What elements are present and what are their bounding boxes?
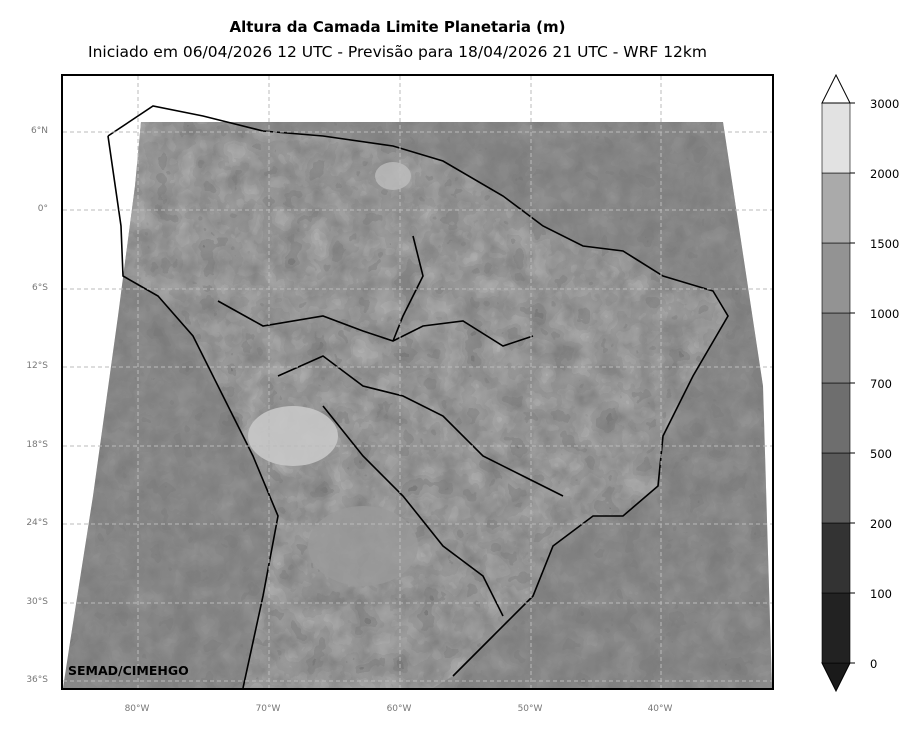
- lat-label-6s: 6°S: [32, 283, 48, 293]
- lat-label-30s: 30°S: [26, 597, 48, 607]
- colorbar-segment: [821, 522, 851, 594]
- colorbar-label-200: 200: [870, 517, 892, 531]
- lon-label-40w: 40°W: [647, 704, 673, 714]
- map-subtitle: Iniciado em 06/04/2026 12 UTC - Previsão…: [88, 43, 707, 61]
- colorbar-segment: [821, 172, 851, 244]
- colorbar-label-3000: 3000: [870, 97, 900, 111]
- lat-label-6n: 6°N: [31, 126, 48, 136]
- colorbar-label-1500: 1500: [870, 237, 900, 251]
- lat-label-36s: 36°S: [26, 675, 48, 685]
- colorbar-label-2000: 2000: [870, 167, 900, 181]
- colorbar-segment: [821, 312, 851, 384]
- lat-label-18s: 18°S: [26, 440, 48, 450]
- colorbar-segment: [821, 452, 851, 524]
- colorbar-segment: [821, 592, 851, 664]
- colorbar-label-700: 700: [870, 377, 892, 391]
- colorbar-segment: [821, 102, 851, 174]
- map-panel: [61, 74, 774, 690]
- colorbar: [821, 73, 855, 693]
- graticule: [63, 76, 772, 688]
- lon-label-50w: 50°W: [517, 704, 543, 714]
- colorbar-segment: [821, 382, 851, 454]
- colorbar-label-100: 100: [870, 587, 892, 601]
- colorbar-extend-high: [821, 73, 851, 104]
- colorbar-label-500: 500: [870, 447, 892, 461]
- colorbar-segment: [821, 242, 851, 314]
- colorbar-label-1000: 1000: [870, 307, 900, 321]
- lat-label-12s: 12°S: [26, 361, 48, 371]
- map-title: Altura da Camada Limite Planetaria (m): [229, 18, 566, 36]
- boundary-layer-height-map: [63, 76, 772, 688]
- lon-label-80w: 80°W: [124, 704, 150, 714]
- lon-label-60w: 60°W: [386, 704, 412, 714]
- colorbar-extend-low: [821, 662, 851, 693]
- colorbar-label-0: 0: [870, 657, 878, 671]
- credit-label: SEMAD/CIMEHGO: [68, 663, 189, 678]
- lat-label-24s: 24°S: [26, 518, 48, 528]
- lon-label-70w: 70°W: [255, 704, 281, 714]
- country-borders: [107, 105, 729, 688]
- lat-label-0: 0°: [37, 204, 48, 214]
